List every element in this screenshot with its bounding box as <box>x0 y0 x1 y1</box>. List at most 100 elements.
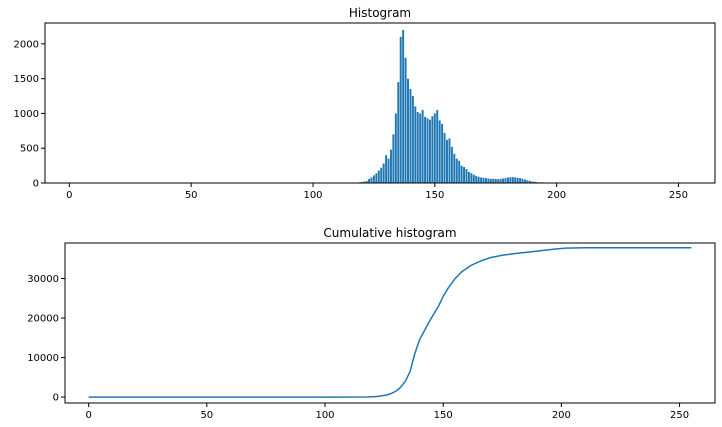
histogram-bar <box>533 181 536 183</box>
histogram-bar <box>494 178 497 183</box>
y-tick-label: 0 <box>53 393 59 404</box>
histogram-bar <box>492 178 495 183</box>
histogram-bar <box>448 138 451 183</box>
histogram-bar <box>365 180 368 183</box>
histogram-bar <box>368 178 371 183</box>
histogram-bar <box>363 181 366 183</box>
y-tick-label: 500 <box>20 144 39 155</box>
histogram-bar <box>385 155 388 183</box>
y-tick-label: 30000 <box>27 274 59 285</box>
histogram-bar <box>470 173 473 183</box>
cumulative-frame <box>64 242 716 404</box>
y-tick-label: 20000 <box>27 314 59 325</box>
histogram-bar <box>502 178 505 183</box>
x-tick-label: 200 <box>552 410 571 421</box>
histogram-bar <box>446 139 448 183</box>
x-tick-label: 50 <box>200 410 213 421</box>
histogram-bar <box>407 78 409 183</box>
x-tick-label: 250 <box>670 410 689 421</box>
histogram-bar <box>453 153 456 183</box>
x-tick-label: 250 <box>669 190 688 201</box>
x-tick-label: 0 <box>85 410 91 421</box>
histogram-axes: Histogram 0 50 100 150 200 250 0 500 1000 1500 200… <box>14 6 716 201</box>
x-tick-label: 0 <box>66 190 72 201</box>
x-tick-label: 150 <box>425 190 444 201</box>
histogram-bar <box>506 177 509 183</box>
histogram-bar <box>426 118 429 183</box>
histogram-bar <box>387 158 390 183</box>
histogram-bar <box>531 181 534 183</box>
histogram-bar <box>424 116 427 183</box>
histogram-ticks: 0 50 100 150 200 250 0 500 1000 1500 2000 <box>14 39 688 201</box>
y-tick-label: 1000 <box>14 109 39 120</box>
histogram-bar <box>463 167 466 183</box>
histogram-frame <box>44 22 716 184</box>
histogram-bar <box>380 167 383 183</box>
histogram-bar <box>375 173 378 183</box>
histogram-bar <box>523 179 526 183</box>
histogram-bar <box>504 178 507 183</box>
histogram-bar <box>455 158 458 183</box>
cumulative-series <box>88 246 692 398</box>
y-tick-label: 10000 <box>27 353 59 364</box>
histogram-bar <box>409 89 412 183</box>
histogram-bar <box>411 96 414 183</box>
histogram-title: Histogram <box>349 6 411 20</box>
x-tick-label: 200 <box>547 190 566 201</box>
histogram-bar <box>489 178 492 183</box>
histogram-bar <box>521 178 524 183</box>
histogram-bar <box>472 174 475 183</box>
cumulative-line <box>88 246 692 398</box>
histogram-bar <box>436 109 439 183</box>
histogram-bar <box>414 106 417 183</box>
cumulative-axes: Cumulative histogram 0 50 100 150 200 250 0 100… <box>27 226 716 421</box>
x-tick-label: 100 <box>315 410 334 421</box>
histogram-bar <box>438 120 441 183</box>
histogram-bar <box>509 177 512 183</box>
histogram-bar <box>360 181 363 183</box>
histogram-bar <box>443 132 446 183</box>
histogram-bar <box>404 57 407 183</box>
histogram-bar <box>482 177 485 183</box>
histogram-bar <box>480 177 483 183</box>
histogram-bar <box>433 113 436 183</box>
histogram-bar <box>416 112 419 183</box>
histogram-bar <box>487 178 490 183</box>
histogram-bar <box>526 180 529 183</box>
histogram-bars <box>355 29 556 184</box>
histogram-bar <box>399 36 402 184</box>
histogram-bar <box>450 146 453 183</box>
histogram-bar <box>389 149 392 183</box>
histogram-bar <box>465 169 468 183</box>
x-tick-label: 50 <box>185 190 198 201</box>
histogram-bar <box>458 160 461 183</box>
y-tick-label: 1500 <box>14 74 39 85</box>
histogram-bar <box>460 165 463 183</box>
histogram-bar <box>431 116 434 183</box>
histogram-bar <box>499 178 502 183</box>
histogram-bar <box>370 177 373 183</box>
histogram-bar <box>421 109 424 183</box>
histogram-bar <box>528 180 531 183</box>
y-tick-label: 0 <box>33 179 39 190</box>
histogram-bar <box>519 178 522 183</box>
histogram-bar <box>402 29 405 183</box>
histogram-bar <box>485 178 487 183</box>
histogram-bar <box>392 134 395 183</box>
histogram-bar <box>428 119 431 183</box>
cumulative-title: Cumulative histogram <box>323 226 456 240</box>
x-tick-label: 150 <box>434 410 453 421</box>
histogram-bar <box>372 175 375 183</box>
x-tick-label: 100 <box>303 190 322 201</box>
histogram-bar <box>497 179 500 183</box>
histogram-bar <box>467 171 470 183</box>
histogram-bar <box>477 176 480 183</box>
cumulative-ticks: 0 50 100 150 200 250 0 10000 20000 30000 <box>27 274 689 421</box>
histogram-bar <box>511 177 514 183</box>
y-tick-label: 2000 <box>14 39 39 50</box>
histogram-bar <box>514 177 517 183</box>
histogram-bar <box>397 82 400 183</box>
histogram-bar <box>419 113 422 183</box>
histogram-bar <box>382 163 385 183</box>
